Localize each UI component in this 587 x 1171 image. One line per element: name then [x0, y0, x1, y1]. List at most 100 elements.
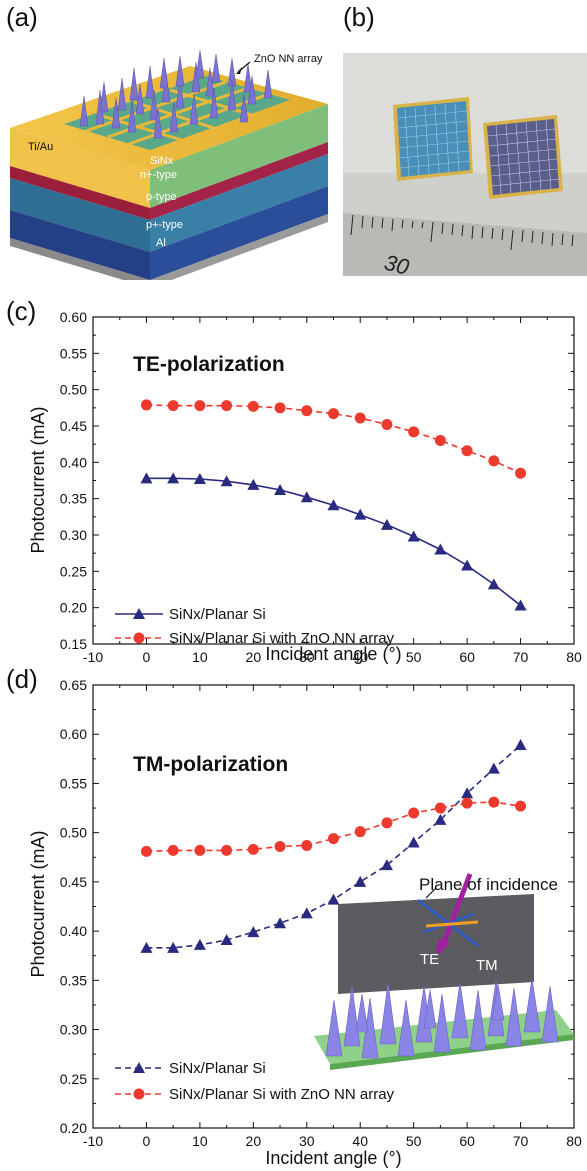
data-point-circle [301, 839, 313, 851]
legend-marker-circle [133, 632, 145, 644]
data-point-triangle [487, 762, 500, 774]
y-tick-label: 0.45 [60, 418, 87, 434]
polarization-title: TE-polarization [133, 353, 285, 376]
data-point-triangle [407, 836, 420, 848]
data-point-circle [434, 802, 446, 814]
data-point-triangle [167, 941, 180, 953]
series-line-2 [146, 801, 521, 853]
y-tick-label: 0.30 [60, 1022, 87, 1038]
data-point-circle [461, 797, 473, 809]
data-point-triangle [514, 739, 527, 751]
data-point-triangle [220, 475, 233, 487]
tm-label: TM [476, 957, 498, 974]
y-tick-label: 0.55 [60, 345, 87, 361]
ruler-number: 30 [382, 250, 413, 276]
data-point-triangle [514, 599, 527, 611]
data-point-circle [488, 796, 500, 808]
y-tick-label: 0.45 [60, 874, 87, 890]
data-point-triangle [274, 917, 287, 929]
data-point-circle [221, 400, 233, 412]
polarization-title: TM-polarization [133, 753, 288, 776]
data-point-circle [221, 844, 233, 856]
tm-chart: -10 0 10 20 30 40 50 60 70 80 0.20 0.25 0.30 0.35 0.40… [28, 677, 582, 1168]
y-tick-label: 0.35 [60, 972, 87, 988]
y-tick-label: 0.15 [60, 636, 87, 652]
data-point-triangle [300, 491, 313, 503]
x-tick-label: 20 [246, 1133, 262, 1149]
data-point-circle [167, 400, 179, 412]
data-point-circle [274, 840, 286, 852]
te-chart: -10 0 10 20 30 40 50 60 70 80 0.15 0.20 0.25 0.30 0.35… [28, 309, 582, 664]
x-tick-label: 0 [143, 649, 151, 664]
x-tick-label: 80 [566, 1133, 582, 1149]
data-point-triangle [380, 518, 393, 530]
data-point-triangle [274, 483, 287, 495]
x-tick-label: 40 [352, 649, 368, 664]
data-point-circle [301, 405, 313, 417]
y-tick-label: 0.40 [60, 923, 87, 939]
x-axis-title: Incident angle (°) [265, 1148, 401, 1168]
data-point-circle [408, 807, 420, 819]
incidence-inset: Plane of incidence TE TM [314, 873, 574, 1070]
data-point-triangle [461, 787, 474, 799]
data-point-circle [328, 408, 339, 420]
series-line-2 [146, 404, 521, 474]
data-point-triangle [193, 473, 206, 485]
y-axis-title: Photocurrent (mA) [28, 830, 48, 977]
data-point-triangle [487, 578, 500, 590]
data-point-triangle [220, 933, 233, 945]
y-tick-label: 0.50 [60, 825, 87, 841]
legend-marker-circle [133, 1088, 145, 1100]
data-point-circle [140, 845, 152, 857]
legend-label-2: SiNx/Planar Si with ZnO NN array [169, 630, 395, 647]
x-tick-label: 60 [459, 1133, 475, 1149]
data-point-circle [354, 412, 366, 424]
data-point-triangle [327, 499, 340, 511]
data-point-triangle [461, 559, 474, 571]
x-tick-label: 40 [352, 1133, 368, 1149]
x-tick-label: 20 [246, 649, 262, 664]
callout-zno: ZnO NN array [254, 53, 323, 65]
x-tick-label: 60 [459, 649, 475, 664]
y-tick-label: 0.35 [60, 491, 87, 507]
data-point-circle [381, 817, 393, 829]
layer-label-sinx: SiNx [150, 155, 174, 167]
y-tick-label: 0.30 [60, 527, 87, 543]
y-tick-label: 0.25 [60, 563, 87, 579]
data-point-circle [167, 844, 179, 856]
x-tick-label: 10 [192, 1133, 208, 1149]
y-tick-label: 0.60 [60, 309, 87, 325]
x-tick-label: 30 [299, 649, 315, 664]
data-point-circle [194, 400, 206, 412]
legend-marker-triangle [133, 1062, 145, 1073]
legend-marker-triangle [133, 608, 145, 619]
legend-label-1: SiNx/Planar Si [169, 1060, 266, 1077]
data-point-triangle [354, 875, 367, 887]
y-tick-label: 0.65 [60, 677, 87, 693]
x-tick-label: 30 [299, 1133, 315, 1149]
series-line-1 [146, 477, 522, 607]
data-point-circle [194, 844, 206, 856]
data-point-circle [515, 467, 527, 479]
data-point-circle [408, 426, 420, 438]
layer-label-tiau: Ti/Au [28, 141, 53, 153]
data-point-circle [140, 399, 152, 411]
te-plot-area: -10 0 10 20 30 40 50 60 70 80 0.15 0.20 0.25 0.30 0.35… [28, 309, 582, 664]
data-point-triangle [140, 472, 153, 484]
data-point-triangle [434, 813, 447, 825]
layer-label-p: p-type [146, 191, 177, 203]
data-point-circle [434, 435, 446, 447]
device-photo: 30 [343, 53, 587, 276]
x-tick-label: 80 [566, 649, 582, 664]
x-tick-label: 70 [513, 1133, 529, 1149]
panel-label-a: (a) [6, 2, 38, 32]
te-label: TE [420, 951, 439, 968]
data-point-triangle [434, 543, 447, 555]
legend-label-1: SiNx/Planar Si [169, 606, 266, 623]
panel-label-c: (c) [6, 296, 37, 326]
y-tick-label: 0.60 [60, 726, 87, 742]
layer-label-p-plus: p+-type [146, 219, 183, 231]
data-point-circle [515, 800, 527, 812]
y-tick-label: 0.20 [60, 600, 87, 616]
device-schematic: ZnO NN array Ti/Au SiNx n+-type p-type p… [10, 49, 328, 280]
